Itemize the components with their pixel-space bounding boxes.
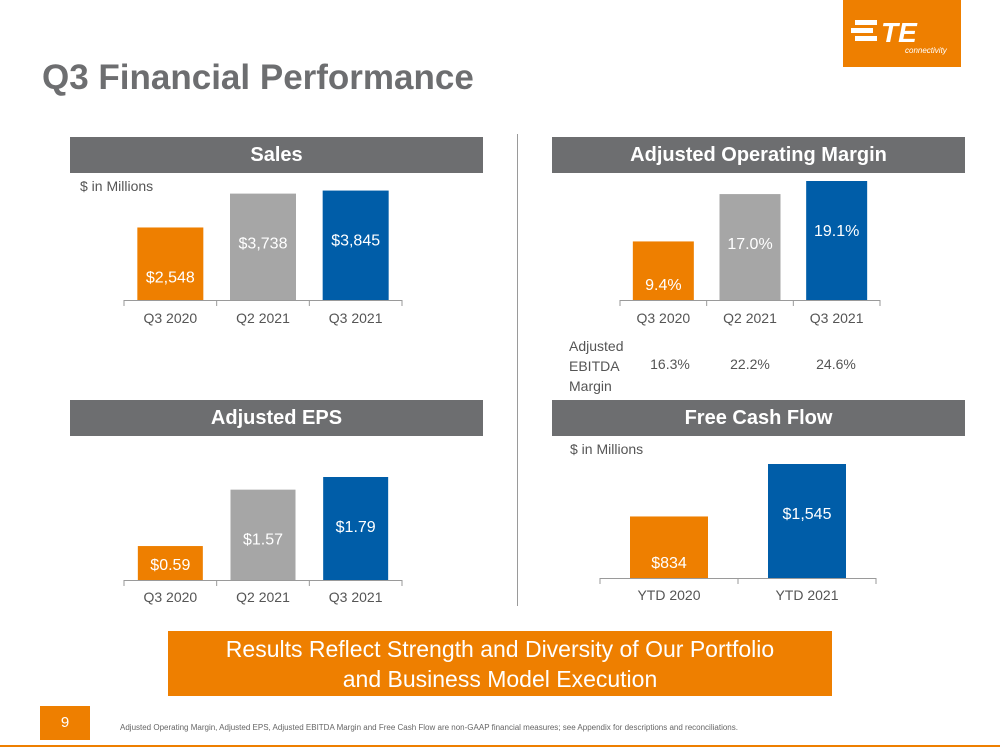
chart-data-label: $0.59: [150, 557, 190, 574]
chart-bar: [322, 190, 389, 300]
chart-data-label: $1,545: [783, 506, 832, 523]
chart-category-label: Q2 2021: [236, 589, 290, 605]
logo-mark-text: TE: [881, 17, 918, 48]
banner-line-1: Results Reflect Strength and Diversity o…: [225, 636, 775, 662]
chart-data-label: $1.57: [243, 532, 283, 549]
footnote: Adjusted Operating Margin, Adjusted EPS,…: [120, 723, 738, 732]
chart-bar: [230, 489, 296, 580]
ebitda-value-q2-2021: 22.2%: [730, 356, 770, 372]
bottom-rule: [0, 745, 1000, 747]
chart-category-label: Q3 2021: [329, 589, 383, 605]
ebitda-value-q3-2021: 24.6%: [816, 356, 856, 372]
te-connectivity-logo: TE connectivity: [843, 0, 961, 67]
ebitda-label-line: Margin: [569, 378, 612, 394]
chart-data-label: 17.0%: [727, 236, 772, 253]
chart-bar: [632, 241, 694, 300]
ebitda-row-label: Adjusted EBITDA Margin: [569, 336, 623, 396]
chart-bar: [630, 516, 708, 578]
chart-category-label: Q3 2020: [143, 310, 197, 326]
chart-category-label: Q3 2020: [143, 589, 197, 605]
banner-line-2: and Business Model Execution: [342, 666, 658, 692]
chart-category-label: Q2 2021: [723, 310, 777, 326]
sales-unit-label: $ in Millions: [80, 178, 154, 194]
te-logo-mark: TE connectivity: [851, 17, 948, 55]
chart-data-label: $834: [651, 555, 687, 572]
free-cash-flow-header: Free Cash Flow: [552, 400, 965, 436]
chart-category-label: Q3 2021: [810, 310, 864, 326]
ebitda-label-line: EBITDA: [569, 358, 620, 374]
chart-bar: [323, 477, 389, 580]
chart-category-label: YTD 2020: [637, 587, 700, 603]
chart-category-label: YTD 2021: [775, 587, 838, 603]
chart-bar: [719, 194, 781, 300]
adjusted-eps-header: Adjusted EPS: [70, 400, 483, 436]
chart-data-label: 19.1%: [814, 223, 859, 240]
chart-bar: [768, 464, 846, 578]
logo-sub-text: connectivity: [905, 46, 948, 55]
chart-data-label: $1.79: [336, 519, 376, 536]
chart-data-label: $3,845: [331, 233, 380, 250]
chart-data-label: $2,548: [146, 269, 195, 286]
adjusted-operating-margin-header: Adjusted Operating Margin: [552, 137, 965, 173]
chart-data-label: $3,738: [239, 236, 288, 253]
page-number: 9: [40, 706, 90, 740]
summary-banner: Results Reflect Strength and Diversity o…: [168, 631, 832, 696]
chart-bar: [137, 227, 204, 300]
fcf-unit-label: $ in Millions: [570, 441, 644, 457]
chart-category-label: Q2 2021: [236, 310, 290, 326]
chart-category-label: Q3 2021: [329, 310, 383, 326]
sales-header: Sales: [70, 137, 483, 173]
ebitda-value-q3-2020: 16.3%: [650, 356, 690, 372]
chart-bar: [137, 546, 203, 580]
chart-data-label: 9.4%: [645, 277, 681, 294]
chart-bar: [230, 193, 296, 300]
chart-bar: [806, 181, 868, 300]
panel-divider: [517, 134, 518, 606]
ebitda-label-line: Adjusted: [569, 338, 624, 354]
chart-category-label: Q3 2020: [636, 310, 690, 326]
page-title: Q3 Financial Performance: [42, 58, 474, 97]
